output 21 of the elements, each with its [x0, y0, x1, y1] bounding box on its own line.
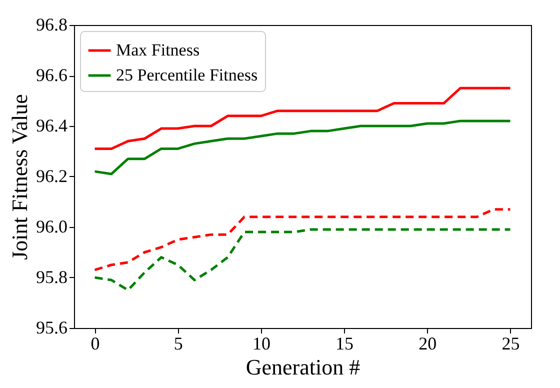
- y-tick-label: 96.8: [36, 14, 68, 34]
- x-tick-label: 20: [418, 334, 437, 354]
- x-tick-label: 15: [336, 334, 354, 354]
- y-axis-title: Joint Fitness Value: [7, 94, 32, 260]
- y-tick-label: 96.0: [36, 216, 68, 236]
- y-tick-label: 96.2: [36, 166, 68, 186]
- x-tick-label: 0: [90, 334, 100, 354]
- line-series: [94, 228, 512, 292]
- line-series: [94, 120, 512, 176]
- legend-label: Max Fitness: [116, 40, 200, 60]
- legend-label: 25 Percentile Fitness: [116, 66, 258, 84]
- line-series: [94, 86, 512, 150]
- line-series: [94, 208, 512, 272]
- x-tick-label: 25: [502, 334, 520, 354]
- x-tick-label: 10: [252, 334, 270, 354]
- y-tick-label: 95.6: [36, 318, 68, 338]
- x-axis-title: Generation #: [246, 354, 360, 380]
- y-tick-label: 95.8: [36, 267, 68, 287]
- y-tick-label: 96.4: [36, 116, 68, 136]
- y-tick-label: 96.6: [36, 65, 68, 85]
- x-tick-label: 5: [174, 334, 183, 354]
